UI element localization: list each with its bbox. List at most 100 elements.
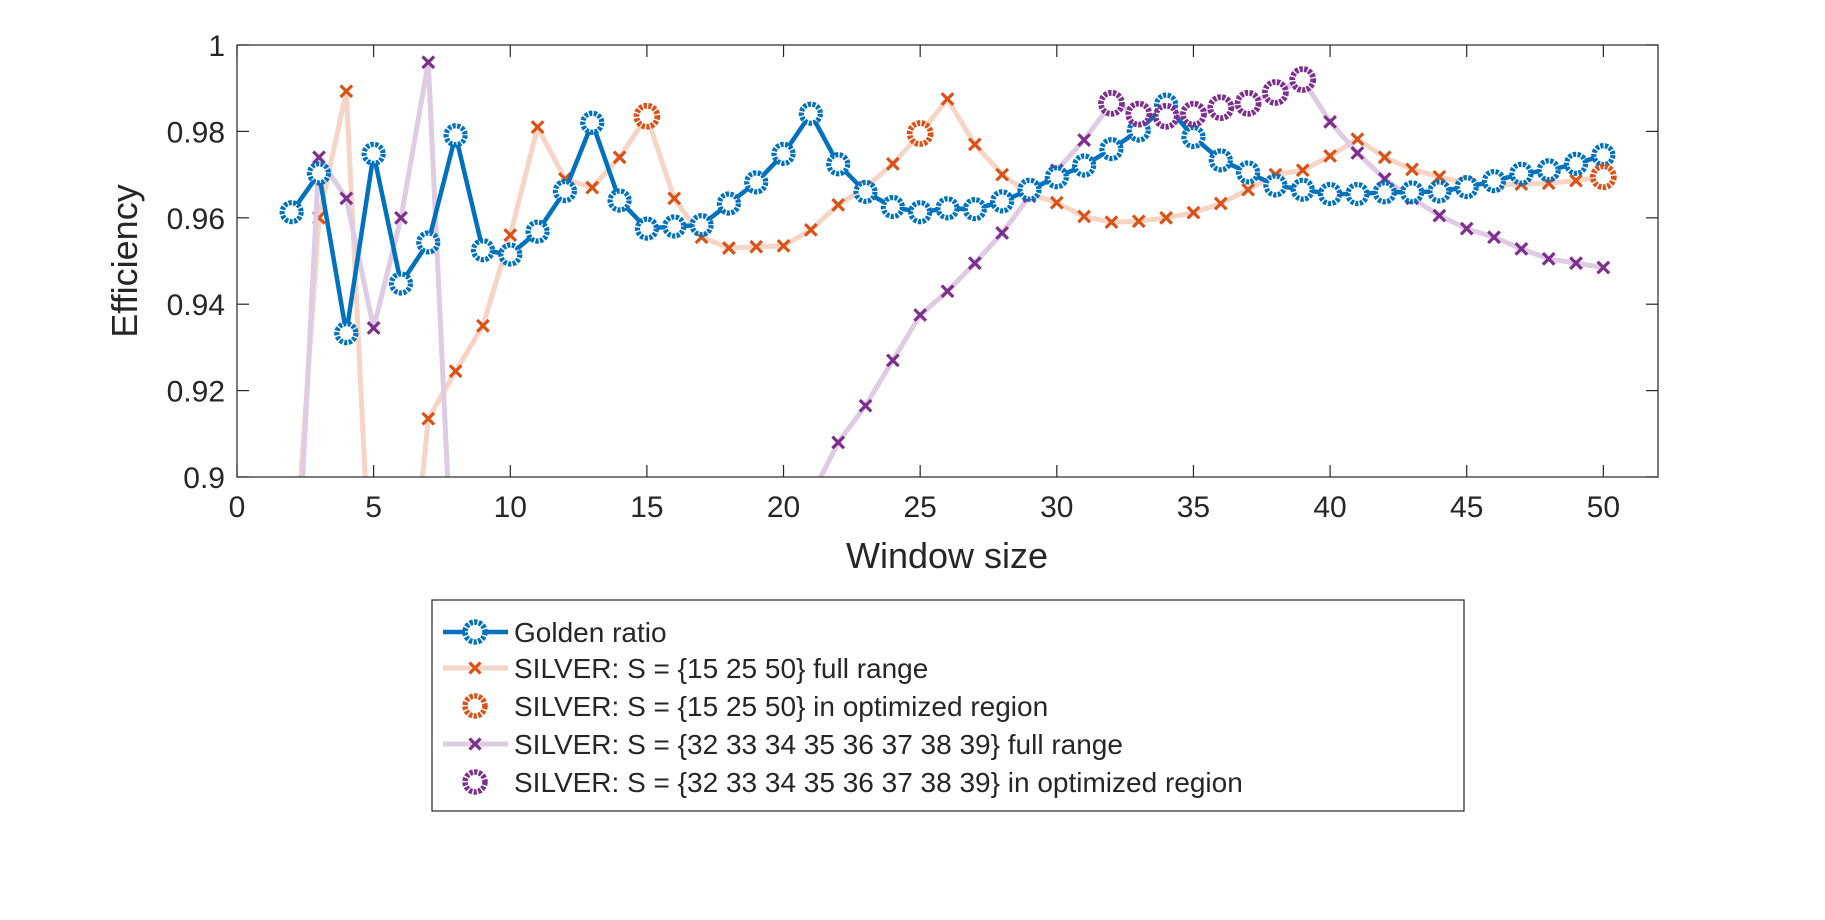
data-point-circle [498,242,523,267]
legend-item: Golden ratio [443,617,667,648]
data-point-x [394,210,408,225]
data-point-x [503,228,518,242]
data-point-circle [1072,153,1097,178]
data-point-x [1159,210,1174,225]
data-point-x [530,120,545,134]
data-point-x [831,197,846,212]
data-point-x [476,318,490,333]
data-point-circle [1263,173,1288,198]
data-point-circle [443,123,468,148]
data-point-x [1241,182,1256,197]
data-point-circle [552,178,578,204]
data-point-x [286,601,298,613]
data-point-x [749,239,764,254]
series-0 [279,92,1616,346]
data-point-circle [990,189,1015,214]
x-tick-label: 0 [229,491,246,524]
data-point-circle [906,120,934,147]
legend-label: Golden ratio [514,617,667,648]
legend-item: SILVER: S = {15 25 50} in optimized regi… [462,691,1048,722]
x-tick-label: 50 [1587,491,1620,524]
data-point-circle [771,141,796,166]
data-point-x [1596,260,1611,275]
data-point-x [1541,251,1556,266]
x-tick-label: 15 [630,491,663,524]
data-point-circle [634,216,660,241]
axis-layer: 0 5 10 15 20 25 30 35 40 45 50 0.9 0.92 0.94 0.96 0.98 1 [167,30,1658,524]
data-point-circle [1125,100,1153,128]
data-point-circle [1098,89,1125,117]
data-point-x [312,150,326,165]
series-2 [633,102,1617,191]
data-point-x [421,411,436,426]
data-point-x [831,435,846,450]
data-point-x [585,180,600,195]
data-point-circle [1289,66,1317,93]
data-point-circle [1181,124,1206,150]
data-point-circle [388,271,414,296]
x-tick-label: 45 [1450,491,1483,524]
legend-marker-swatch [468,737,482,751]
x-tick-label: 25 [903,491,936,524]
data-point-x [940,284,955,299]
data-point-x [1487,230,1501,245]
data-point-circle [1180,100,1207,128]
data-point-x [1377,150,1392,165]
data-point-circle [1262,79,1289,106]
data-point-circle [1536,158,1561,183]
y-tick-label: 1 [208,30,225,63]
data-point-circle [525,219,550,244]
data-point-circle [334,321,359,346]
data-point-circle [361,141,386,166]
data-point-x [1569,256,1583,271]
data-point-x [1459,221,1474,236]
data-point-x [1432,208,1447,223]
data-point-circle [662,214,687,239]
data-point-circle [798,101,823,126]
data-point-circle [1399,180,1425,205]
data-point-x [1213,196,1228,211]
data-point-circle [580,110,605,135]
series-4 [1098,66,1317,130]
data-point-x [1323,114,1337,129]
data-point-circle [279,200,304,225]
y-tick-label: 0.96 [167,203,225,236]
data-point-x [1514,241,1529,256]
x-tick-label: 20 [767,491,800,524]
data-point-x [667,191,682,206]
data-point-circle [306,161,332,186]
data-point-circle [607,188,632,213]
legend-marker-swatch [462,619,488,645]
data-point-x [940,92,955,106]
data-point-circle [908,200,933,225]
data-point-x [776,238,791,253]
data-point-x [995,226,1010,240]
data-point-x [339,191,354,206]
data-point-circle [880,194,905,220]
data-point-x [448,364,463,379]
data-point-x [1350,146,1365,160]
data-point-x [885,353,900,368]
data-point-circle [1152,102,1180,130]
x-axis-label: Window size [846,535,1048,576]
data-point-circle [470,238,496,263]
legend-marker-swatch [462,769,488,795]
data-point-x [967,137,982,152]
series-layer [279,55,1617,613]
data-point-x [967,256,982,271]
legend-label: SILVER: S = {32 33 34 35 36 37 38 39} fu… [514,729,1123,760]
legend-label: SILVER: S = {15 25 50} full range [514,653,928,684]
data-point-circle [1208,148,1233,173]
data-point-circle [1207,94,1235,122]
data-point-x [721,241,736,255]
data-point-x [1405,162,1419,177]
legend: Golden ratio SILVER: S = {15 25 50} full … [431,599,1465,812]
data-point-x [421,55,436,70]
data-point-circle [935,196,960,221]
data-point-circle [716,191,741,216]
data-point-circle [1509,161,1534,186]
legend-label: SILVER: S = {15 25 50} in optimized regi… [514,691,1048,722]
legend-label: SILVER: S = {32 33 34 35 36 37 38 39} in… [514,767,1243,798]
x-tick-label: 40 [1313,491,1346,524]
